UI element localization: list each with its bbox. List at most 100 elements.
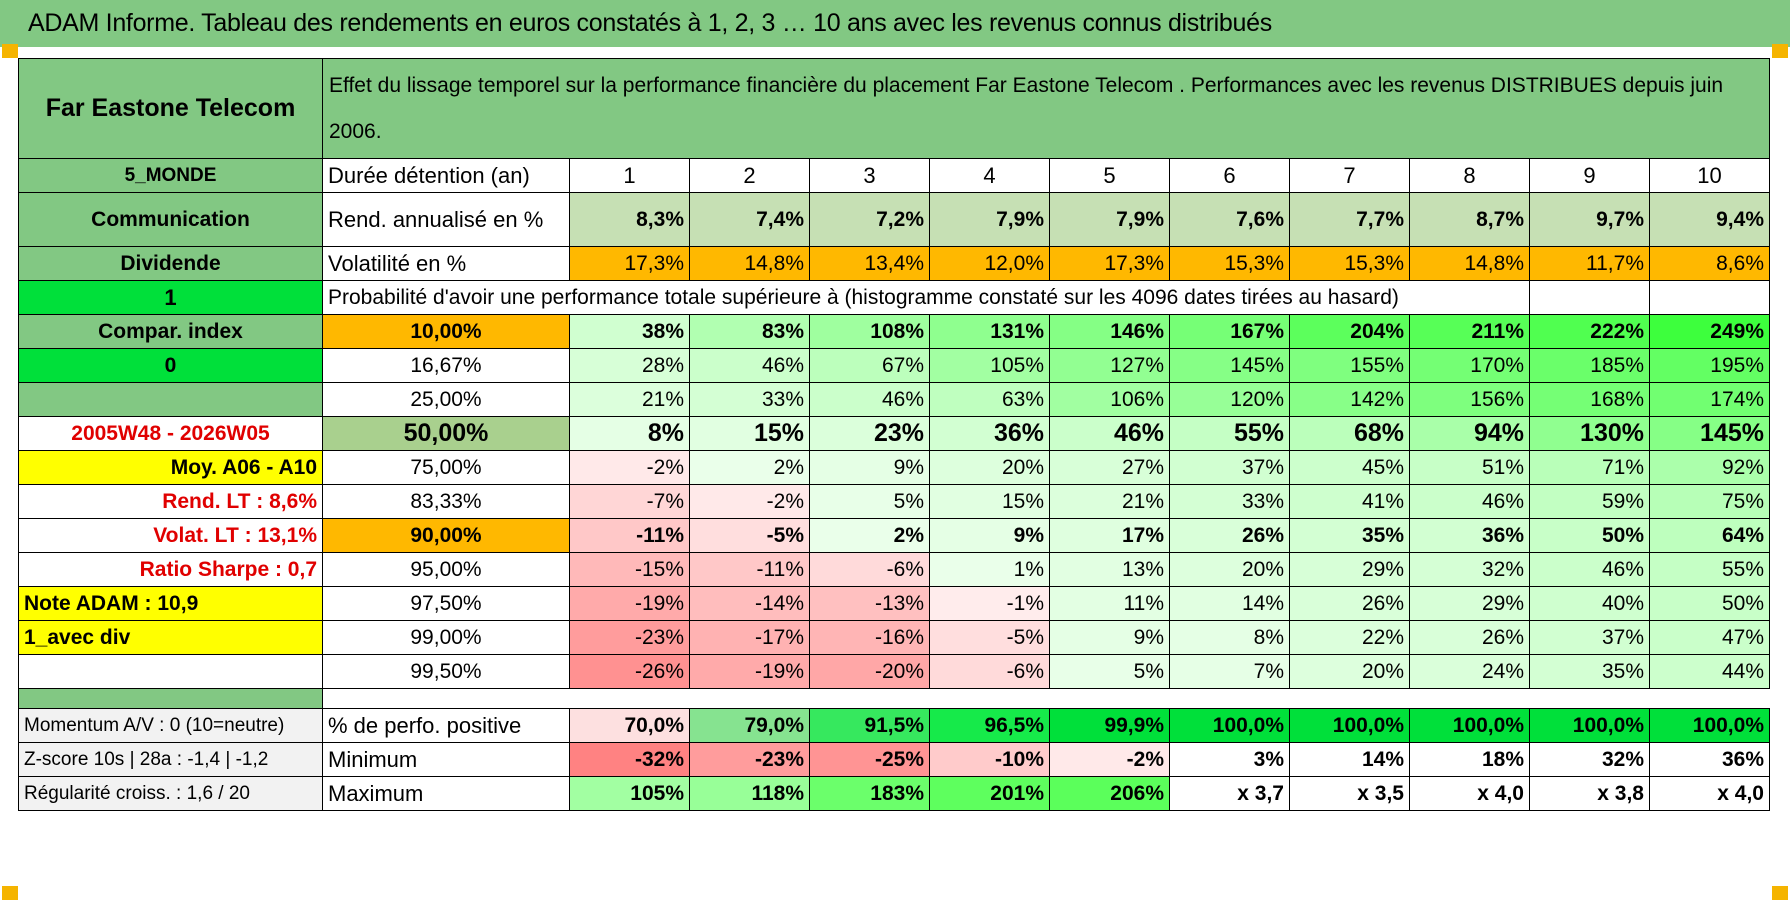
percentile-value: 127% [1049, 348, 1170, 383]
year-header: 1 [569, 158, 690, 193]
percentile-value: 174% [1649, 382, 1770, 417]
percentile-value: 21% [569, 382, 690, 417]
separator-cell [322, 688, 1770, 709]
sector-label: Communication [18, 192, 323, 247]
percentile-label: 99,50% [322, 654, 570, 689]
percentile-value: 40% [1529, 586, 1650, 621]
percentile-value: 94% [1409, 416, 1530, 451]
percentile-value: 75% [1649, 484, 1770, 519]
vol-value: 12,0% [929, 246, 1050, 281]
percentile-value: 26% [1289, 586, 1410, 621]
percentile-value: 7% [1169, 654, 1290, 689]
duree-label: Durée détention (an) [322, 158, 570, 193]
percentile-value: 46% [809, 382, 930, 417]
year-header: 3 [809, 158, 930, 193]
percentile-value: -5% [929, 620, 1050, 655]
type-label: Dividende [18, 246, 323, 281]
percentile-value: 24% [1409, 654, 1530, 689]
maximum-value: x 4,0 [1649, 776, 1770, 811]
percentile-value: 145% [1169, 348, 1290, 383]
rend-lt-label: Rend. LT : 8,6% [18, 484, 323, 519]
maximum-value: 105% [569, 776, 690, 811]
vol-value: 14,8% [689, 246, 810, 281]
corner-marker [1772, 886, 1788, 900]
rend-value: 7,9% [1049, 192, 1170, 247]
vol-value: 8,6% [1649, 246, 1770, 281]
vol-label: Volatilité en % [322, 246, 570, 281]
percentile-value: 35% [1529, 654, 1650, 689]
compar-label: Compar. index [18, 314, 323, 349]
percentile-label: 50,00% [322, 416, 570, 451]
pct-pos-value: 100,0% [1289, 708, 1410, 743]
value0-cell: 0 [18, 348, 323, 383]
rend-value: 7,4% [689, 192, 810, 247]
note-label: Note ADAM : 10,9 [18, 586, 323, 621]
minimum-value: -25% [809, 742, 930, 777]
year-header: 5 [1049, 158, 1170, 193]
regularite-label: Régularité croiss. : 1,6 / 20 [18, 776, 323, 811]
minimum-value: -32% [569, 742, 690, 777]
year-header: 2 [689, 158, 810, 193]
value1-cell: 1 [18, 280, 323, 315]
pct-pos-label: % de perfo. positive [322, 708, 570, 743]
rend-value: 8,7% [1409, 192, 1530, 247]
percentile-row: 0 16,67% 28% 46% 67% 105% 127% 145% 155% 170% 185%… [18, 348, 1770, 383]
percentile-value: 168% [1529, 382, 1650, 417]
minimum-value: 18% [1409, 742, 1530, 777]
percentile-value: 11% [1049, 586, 1170, 621]
percentile-value: 46% [689, 348, 810, 383]
percentile-value: 146% [1049, 314, 1170, 349]
percentile-value: 185% [1529, 348, 1650, 383]
year-header: 7 [1289, 158, 1410, 193]
year-header: 8 [1409, 158, 1530, 193]
percentile-label: 25,00% [322, 382, 570, 417]
percentile-value: -19% [569, 586, 690, 621]
year-header: 4 [929, 158, 1050, 193]
percentile-value: -2% [689, 484, 810, 519]
vol-value: 17,3% [1049, 246, 1170, 281]
percentile-value: -26% [569, 654, 690, 689]
minimum-row: Z-score 10s | 28a : -1,4 | -1,2 Minimum -3… [18, 742, 1770, 777]
percentile-value: 131% [929, 314, 1050, 349]
percentile-value: 105% [929, 348, 1050, 383]
percentile-value: 22% [1289, 620, 1410, 655]
percentile-value: -15% [569, 552, 690, 587]
percentile-value: -6% [809, 552, 930, 587]
empty-cell [18, 654, 323, 689]
maximum-value: x 3,8 [1529, 776, 1650, 811]
pct-pos-value: 100,0% [1649, 708, 1770, 743]
percentile-value: 29% [1289, 552, 1410, 587]
percentile-value: 26% [1409, 620, 1530, 655]
maximum-value: 206% [1049, 776, 1170, 811]
percentile-value: 55% [1649, 552, 1770, 587]
percentile-value: -23% [569, 620, 690, 655]
percentile-value: -16% [809, 620, 930, 655]
percentile-value: 142% [1289, 382, 1410, 417]
pct-pos-row: Momentum A/V : 0 (10=neutre)% de perfo. … [18, 708, 1770, 743]
rend-value: 9,7% [1529, 192, 1650, 247]
years-row: 5_MONDE Durée détention (an) 1 2 3 4 5 6 7 8 9 10 [18, 158, 1770, 193]
percentile-value: 35% [1289, 518, 1410, 553]
percentile-value: 1% [929, 552, 1050, 587]
pct-pos-value: 100,0% [1409, 708, 1530, 743]
percentile-value: 15% [929, 484, 1050, 519]
percentile-value: 167% [1169, 314, 1290, 349]
rend-value: 7,6% [1169, 192, 1290, 247]
table-description: Effet du lissage temporel sur la perform… [322, 58, 1770, 159]
percentile-value: 14% [1169, 586, 1290, 621]
percentile-value: 37% [1529, 620, 1650, 655]
percentile-value: 5% [809, 484, 930, 519]
percentile-value: 21% [1049, 484, 1170, 519]
year-header: 9 [1529, 158, 1650, 193]
percentile-label: 83,33% [322, 484, 570, 519]
percentile-value: 50% [1529, 518, 1650, 553]
percentile-value: 106% [1049, 382, 1170, 417]
empty-cell [1649, 280, 1770, 315]
rend-value: 8,3% [569, 192, 690, 247]
percentile-value: 20% [1289, 654, 1410, 689]
percentile-value: 108% [809, 314, 930, 349]
minimum-value: 36% [1649, 742, 1770, 777]
percentile-value: 195% [1649, 348, 1770, 383]
percentile-row: Volat. LT : 13,1% 90,00% -11% -5% 2% 9% 17% 26%… [18, 518, 1770, 553]
percentile-value: -1% [929, 586, 1050, 621]
